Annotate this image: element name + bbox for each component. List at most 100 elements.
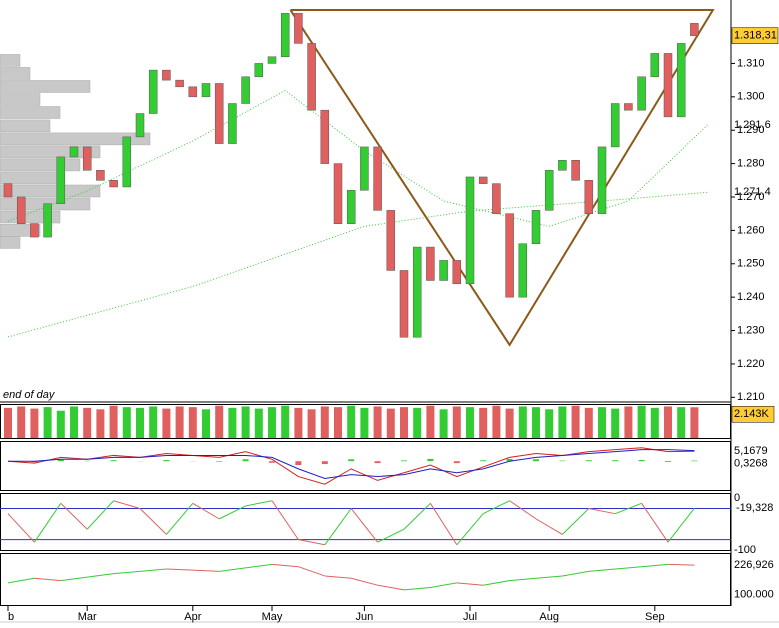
stoch-segment <box>535 518 563 535</box>
stoch-segment <box>562 508 590 535</box>
volume-bar <box>43 407 52 438</box>
stoch-segment <box>403 502 431 530</box>
volume-bar <box>611 408 620 438</box>
volume-bar <box>664 406 672 438</box>
candle <box>267 56 277 64</box>
cci-segment <box>562 570 589 577</box>
volume-bar <box>83 407 92 438</box>
candle <box>690 23 699 36</box>
cci-segment <box>245 563 273 569</box>
cci-segment <box>139 568 167 572</box>
x-tick-label: b <box>8 611 14 623</box>
volume-bar <box>426 405 435 438</box>
volume-bar <box>373 406 382 438</box>
stoch-segment <box>166 503 194 535</box>
volume-bar <box>598 407 606 438</box>
candle <box>676 43 686 118</box>
candle <box>175 79 184 88</box>
x-tick-label: Apr <box>184 611 201 623</box>
macd-histogram <box>348 459 355 462</box>
volume-bar <box>109 405 118 438</box>
volume-bar <box>307 409 316 438</box>
macd-histogram <box>612 460 619 462</box>
macd-histogram <box>374 461 381 464</box>
cci-segment <box>615 566 642 570</box>
candle <box>280 13 290 58</box>
volume-profile-bar <box>0 119 51 133</box>
ma-label: 1.291,6 <box>734 119 771 131</box>
candle <box>360 146 369 191</box>
cci-segment <box>535 575 563 579</box>
macd-histogram <box>480 460 487 462</box>
candle <box>478 176 488 184</box>
volume-bar <box>532 407 540 438</box>
volume-profile-bar <box>0 106 61 119</box>
cci-segment <box>667 563 695 566</box>
candle <box>109 180 118 188</box>
volume-bar <box>162 408 171 438</box>
volume-bar <box>254 408 263 438</box>
volume-profile-bar <box>0 236 21 249</box>
x-tick-label: Jul <box>463 611 477 623</box>
cci-segment <box>377 584 405 591</box>
candle <box>122 136 132 188</box>
volume-bar <box>17 406 26 438</box>
cci-segment <box>483 580 510 586</box>
candle <box>43 203 52 238</box>
stoch-segment <box>350 508 378 543</box>
candle <box>16 196 26 224</box>
volume-profile-bar <box>0 132 151 146</box>
candle <box>571 160 580 181</box>
volume-bar <box>400 407 408 438</box>
pattern-line <box>289 9 715 347</box>
candle <box>162 69 171 81</box>
macd-histogram <box>533 459 539 462</box>
volume-badge <box>731 406 775 423</box>
volume-bar <box>228 407 237 438</box>
volume-bar <box>690 407 699 438</box>
volume-bar <box>4 407 12 438</box>
moving-average <box>7 89 708 227</box>
candle <box>201 83 211 98</box>
macd-histogram <box>295 461 302 466</box>
volume-profile-bar <box>0 67 31 80</box>
stoch-segment <box>33 503 62 543</box>
candle <box>3 183 13 198</box>
cci-segment <box>298 566 325 577</box>
macd-histogram <box>453 461 460 464</box>
volume-bar <box>571 405 580 438</box>
x-tick-label: May <box>262 611 283 623</box>
cci-segment <box>87 573 114 578</box>
y-tick-label: 1.210 <box>737 391 765 403</box>
candle <box>650 53 660 78</box>
candle <box>412 246 422 338</box>
macd-histogram <box>638 460 645 462</box>
candle <box>228 103 237 144</box>
stoch-segment <box>482 500 510 515</box>
volume-bar <box>386 408 395 438</box>
volume-bar <box>70 406 78 438</box>
cci-segment <box>509 577 537 582</box>
y-tick-label: 1.260 <box>737 224 765 236</box>
volume-bar <box>320 406 329 438</box>
candle <box>505 213 514 298</box>
cci-segment <box>588 568 616 572</box>
macd-histogram <box>665 461 671 462</box>
volume-bar <box>584 407 593 438</box>
volume-profile-bar <box>0 93 41 106</box>
volume-profile-bar <box>0 54 21 67</box>
volume-bar <box>96 409 105 438</box>
macd-histogram <box>506 458 513 462</box>
x-tick-label: Sep <box>645 611 665 623</box>
cci-segment <box>113 570 141 575</box>
stoch-segment <box>641 503 669 543</box>
volume-bar <box>413 407 422 438</box>
macd-histogram <box>585 460 592 462</box>
candle <box>241 76 250 104</box>
candle <box>584 180 594 214</box>
stoch-segment <box>192 502 220 520</box>
candle <box>492 183 501 214</box>
